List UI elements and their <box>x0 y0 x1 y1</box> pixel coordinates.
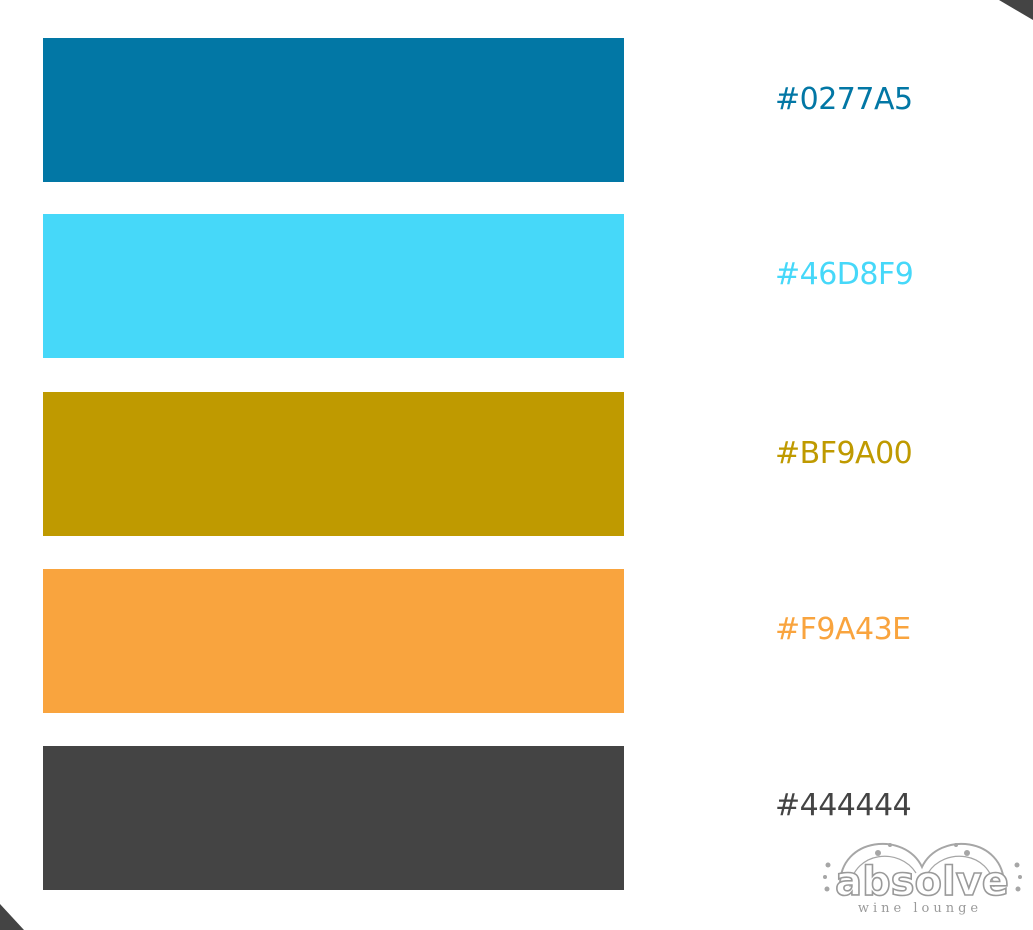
hex-label-blue: #0277A5 <box>775 82 913 117</box>
color-swatch-gold <box>43 392 624 536</box>
hex-label-gold: #BF9A00 <box>775 436 913 471</box>
color-swatch-blue <box>43 38 624 182</box>
hex-label-orange: #F9A43E <box>775 612 911 647</box>
logo-wordmark: absolve <box>835 859 1009 905</box>
hex-label-cyan: #46D8F9 <box>775 257 914 292</box>
hex-label-dark-gray: #444444 <box>775 788 912 823</box>
logo-tagline: wine lounge <box>858 901 982 916</box>
corner-decoration-top-right <box>999 0 1033 20</box>
absolve-wine-lounge-logo: absolve wine lounge <box>823 842 1022 916</box>
color-swatch-cyan <box>43 214 624 358</box>
corner-decoration-bottom-left <box>0 904 24 930</box>
color-swatch-dark-gray <box>43 746 624 890</box>
color-swatch-orange <box>43 569 624 713</box>
